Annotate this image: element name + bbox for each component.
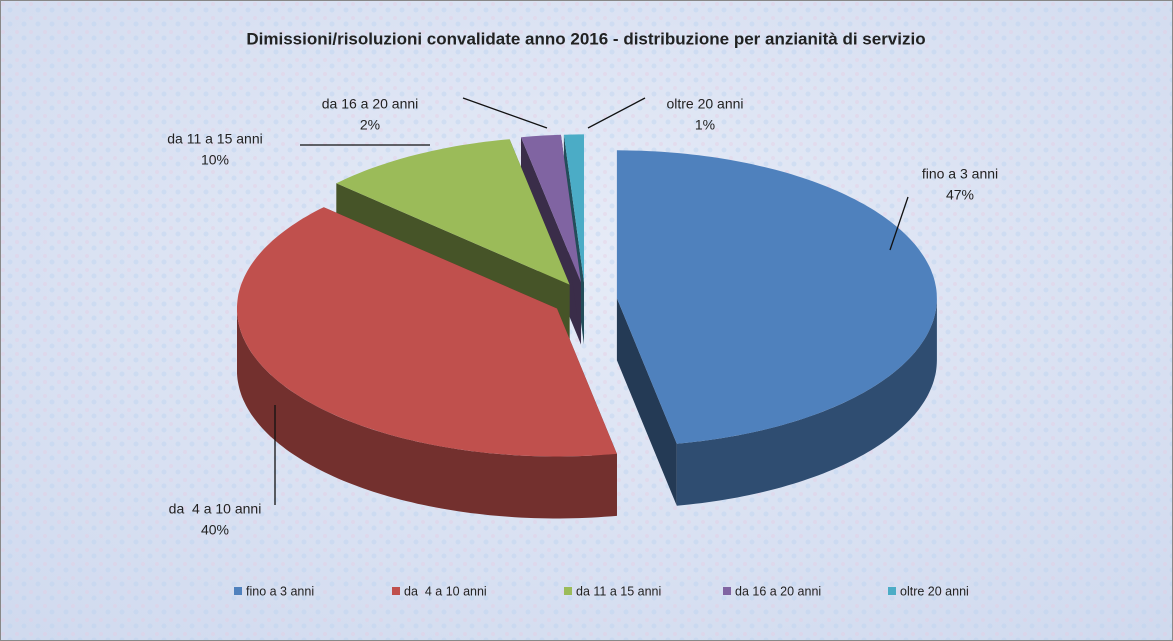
legend-label: fino a 3 anni bbox=[246, 584, 314, 598]
data-label: 2% bbox=[360, 117, 380, 133]
legend-label: da 4 a 10 anni bbox=[404, 584, 487, 598]
leader-line bbox=[587, 97, 646, 129]
data-label: 40% bbox=[201, 522, 229, 538]
slice bbox=[336, 139, 570, 285]
slice bbox=[521, 134, 581, 283]
legend-swatch bbox=[723, 587, 731, 595]
legend-swatch bbox=[392, 587, 400, 595]
slice-group bbox=[237, 207, 617, 519]
legend-swatch bbox=[234, 587, 242, 595]
slice-group bbox=[616, 150, 937, 506]
data-label-name: da 16 a 20 anni bbox=[322, 96, 419, 112]
data-label-name: oltre 20 anni bbox=[666, 96, 743, 112]
slice-cut-face bbox=[616, 298, 677, 506]
leader-line bbox=[462, 97, 548, 129]
slice bbox=[237, 207, 617, 457]
slice-side bbox=[237, 308, 617, 519]
legend-swatch bbox=[564, 587, 572, 595]
leader-line bbox=[889, 196, 909, 251]
legend-swatch bbox=[888, 587, 896, 595]
data-label-name: da 11 a 15 anni bbox=[167, 131, 263, 147]
data-label: 47% bbox=[946, 187, 974, 203]
slice bbox=[563, 134, 584, 283]
data-label-name: fino a 3 anni bbox=[922, 166, 998, 182]
legend-label: da 16 a 20 anni bbox=[735, 584, 821, 598]
legend-label: da 11 a 15 anni bbox=[576, 584, 661, 598]
chart-title: Dimissioni/risoluzioni convalidate anno … bbox=[246, 29, 925, 48]
data-label-name: da 4 a 10 anni bbox=[169, 501, 262, 517]
data-label: 1% bbox=[695, 117, 715, 133]
legend-label: oltre 20 anni bbox=[900, 584, 969, 598]
slice-side bbox=[676, 298, 937, 506]
slice bbox=[616, 150, 937, 444]
data-label: 10% bbox=[201, 152, 229, 168]
